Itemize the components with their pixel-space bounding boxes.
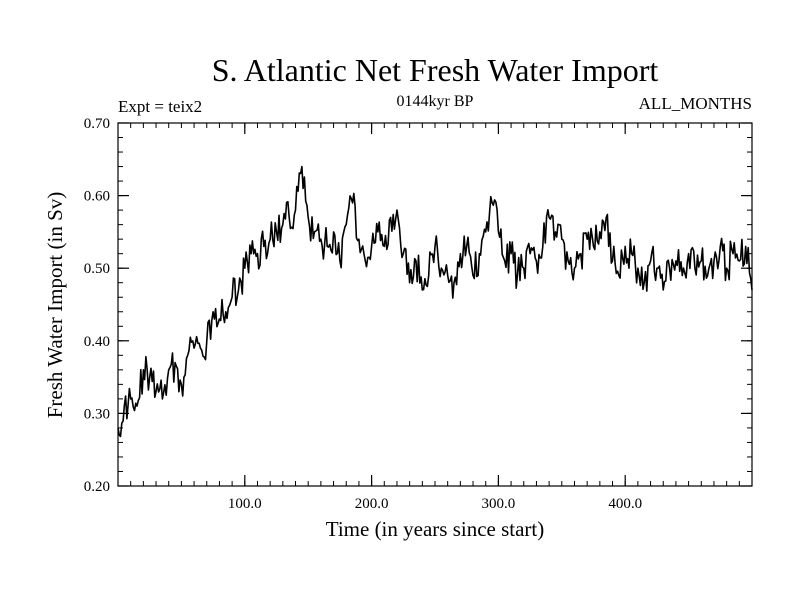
chart-title: S. Atlantic Net Fresh Water Import: [212, 52, 659, 88]
y-tick-label: 0.50: [84, 261, 110, 277]
minor-ticks: [118, 123, 752, 486]
x-tick-label: 400.0: [608, 496, 642, 512]
y-tick-label: 0.60: [84, 189, 110, 205]
subtitle-months: ALL_MONTHS: [639, 94, 752, 113]
y-tick-labels: 0.20 0.30 0.40 0.50 0.60 0.70: [84, 116, 110, 495]
subtitle-period: 0144kyr BP: [397, 93, 474, 110]
y-tick-label: 0.20: [84, 479, 110, 495]
x-tick-label: 300.0: [482, 496, 516, 512]
subtitle-experiment: Expt = teix2: [118, 97, 202, 116]
x-tick-label: 100.0: [228, 496, 262, 512]
plot-frame: [117, 122, 753, 487]
y-tick-label: 0.30: [84, 406, 110, 422]
y-tick-label: 0.40: [84, 334, 110, 350]
y-axis-label: Fresh Water Import (in Sv): [43, 192, 67, 419]
x-tick-labels: 100.0 200.0 300.0 400.0: [228, 496, 642, 512]
major-ticks: [118, 122, 752, 487]
y-tick-label: 0.70: [84, 116, 110, 132]
x-axis-label: Time (in years since start): [326, 517, 545, 541]
x-tick-label: 200.0: [355, 496, 389, 512]
series-line: [117, 165, 753, 438]
